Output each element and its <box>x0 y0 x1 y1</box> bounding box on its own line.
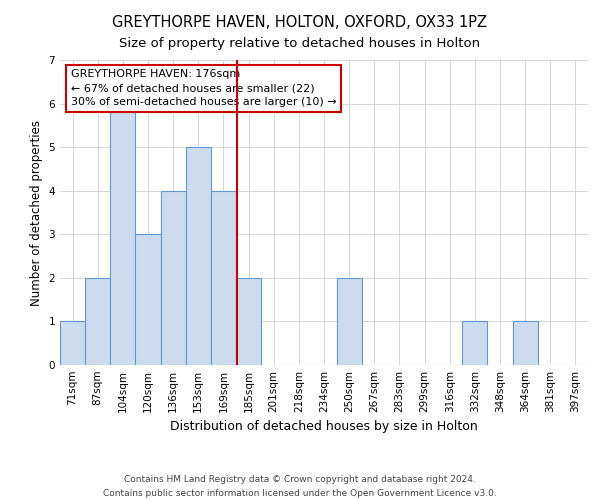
Text: Contains HM Land Registry data © Crown copyright and database right 2024.
Contai: Contains HM Land Registry data © Crown c… <box>103 476 497 498</box>
X-axis label: Distribution of detached houses by size in Holton: Distribution of detached houses by size … <box>170 420 478 434</box>
Bar <box>512 322 538 365</box>
Bar <box>337 278 362 365</box>
Bar <box>236 278 261 365</box>
Bar <box>186 147 211 365</box>
Bar <box>110 104 136 365</box>
Bar <box>161 190 186 365</box>
Bar <box>462 322 487 365</box>
Text: GREYTHORPE HAVEN: 176sqm
← 67% of detached houses are smaller (22)
30% of semi-d: GREYTHORPE HAVEN: 176sqm ← 67% of detach… <box>71 69 336 107</box>
Bar <box>211 190 236 365</box>
Text: Size of property relative to detached houses in Holton: Size of property relative to detached ho… <box>119 38 481 51</box>
Bar <box>85 278 110 365</box>
Bar <box>60 322 85 365</box>
Bar <box>136 234 161 365</box>
Y-axis label: Number of detached properties: Number of detached properties <box>30 120 43 306</box>
Text: GREYTHORPE HAVEN, HOLTON, OXFORD, OX33 1PZ: GREYTHORPE HAVEN, HOLTON, OXFORD, OX33 1… <box>113 15 487 30</box>
